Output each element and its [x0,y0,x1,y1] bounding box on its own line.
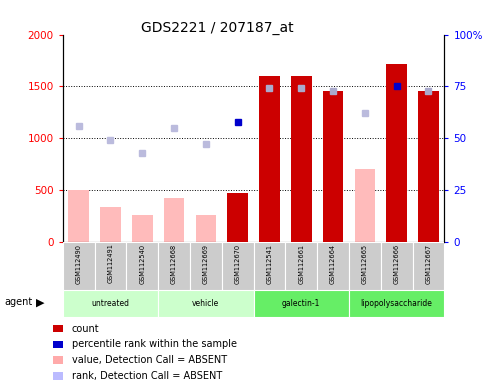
Text: GSM112491: GSM112491 [108,243,114,283]
Bar [53,341,63,348]
Bar [349,290,444,317]
Text: GSM112540: GSM112540 [139,243,145,283]
Text: GSM112668: GSM112668 [171,243,177,283]
Text: percentile rank within the sample: percentile rank within the sample [71,339,237,349]
Text: GSM112666: GSM112666 [394,243,399,283]
Bar [158,242,190,290]
Bar [412,242,444,290]
Text: GSM112490: GSM112490 [76,243,82,283]
Text: GDS2221 / 207187_at: GDS2221 / 207187_at [141,21,294,35]
Bar [158,290,254,317]
Bar [291,76,312,242]
Text: vehicle: vehicle [192,299,219,308]
Text: agent: agent [5,297,33,307]
Text: GSM112670: GSM112670 [235,243,241,283]
Bar [259,76,280,242]
Text: ▶: ▶ [36,297,45,307]
Text: untreated: untreated [91,299,129,308]
Bar [132,215,153,242]
Bar [196,215,216,242]
Bar [381,242,412,290]
Bar [222,242,254,290]
Bar [164,199,185,242]
Text: GSM112669: GSM112669 [203,243,209,283]
Text: GSM112664: GSM112664 [330,243,336,283]
Bar [317,242,349,290]
Bar [100,207,121,242]
Text: galectin-1: galectin-1 [282,299,320,308]
Bar [323,91,343,242]
Bar [285,242,317,290]
Text: value, Detection Call = ABSENT: value, Detection Call = ABSENT [71,355,227,365]
Bar [53,356,63,364]
Bar [53,372,63,380]
Bar [349,242,381,290]
Text: GSM112541: GSM112541 [267,243,272,283]
Text: rank, Detection Call = ABSENT: rank, Detection Call = ABSENT [71,371,222,381]
Bar [418,91,439,242]
Text: GSM112667: GSM112667 [426,243,431,283]
Bar [63,242,95,290]
Bar [95,242,127,290]
Bar [127,242,158,290]
Text: GSM112665: GSM112665 [362,243,368,283]
Bar [227,193,248,242]
Bar [190,242,222,290]
Bar [53,325,63,333]
Bar [254,242,285,290]
Bar [69,190,89,242]
Text: count: count [71,324,99,334]
Bar [254,290,349,317]
Text: GSM112661: GSM112661 [298,243,304,283]
Bar [355,169,375,242]
Bar [63,290,158,317]
Bar [386,64,407,242]
Text: lipopolysaccharide: lipopolysaccharide [361,299,433,308]
